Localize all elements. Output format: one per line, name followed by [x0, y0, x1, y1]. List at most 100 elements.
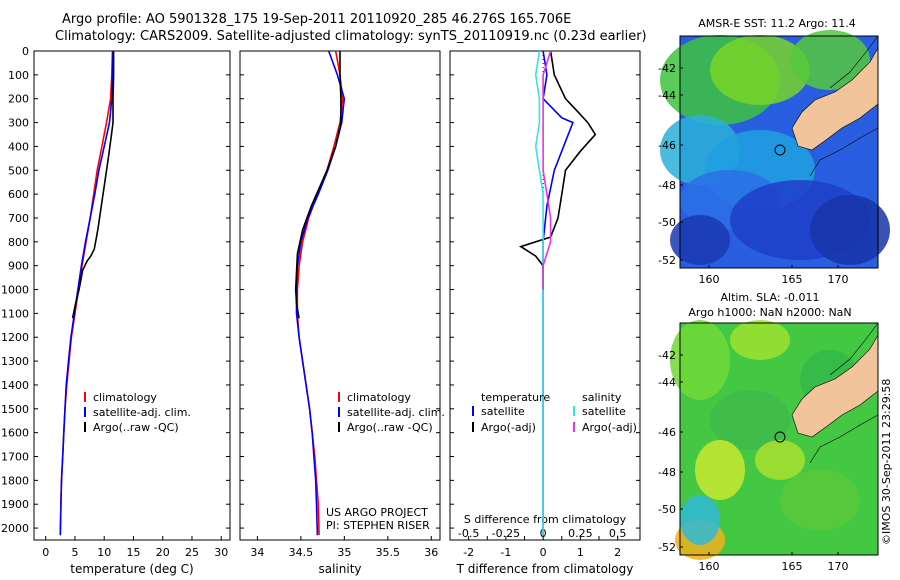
argo-float-location [774, 431, 786, 443]
legend-swatch [84, 392, 86, 402]
map-lat-label: -48 [658, 466, 676, 479]
legend-swatch [338, 422, 340, 432]
y-tick-label: 200 [8, 93, 29, 106]
map-lat-label: -46 [658, 426, 676, 439]
y-tick-label: 300 [8, 117, 29, 130]
plot-frame-difference [449, 50, 641, 541]
credit-pi: PI: STEPHEN RISER [326, 519, 430, 532]
legend-label: satellite-adj. clim. [347, 406, 445, 419]
map-color-patch [755, 440, 805, 480]
map-frame [679, 35, 879, 269]
series-line-argo-adj- [542, 50, 552, 290]
x-tick-label: 25 [185, 546, 199, 559]
map-color-patch [780, 470, 860, 530]
map-lon-label: 165 [782, 560, 803, 573]
map-lon-label: 160 [699, 560, 720, 573]
legend-label: Argo(-adj) [481, 421, 536, 434]
y-tick-label: 800 [8, 236, 29, 249]
y-tick-label: 700 [8, 212, 29, 225]
x-axis-label: T difference from climatology [456, 562, 634, 576]
x-tick-label: 1 [577, 546, 584, 559]
y-tick-label: 500 [8, 164, 29, 177]
x-tick-label: 5 [71, 546, 78, 559]
series-line-argo-raw-qc- [294, 51, 342, 319]
x-tick-label: 34.5 [289, 546, 314, 559]
x-tick-label: 0 [540, 546, 547, 559]
legend-label: Argo(-adj) [582, 421, 637, 434]
legend-label: Argo(..raw -QC) [93, 421, 179, 434]
y-tick-label: 1700 [1, 451, 29, 464]
x-axis-label: temperature (deg C) [70, 562, 193, 576]
legend-swatch [573, 422, 575, 432]
map-lat-label: -46 [658, 139, 676, 152]
s-axis-label: S difference from climatology [464, 513, 627, 526]
map-color-patch [790, 30, 870, 90]
x-tick-label: 15 [126, 546, 140, 559]
map-map-sla [670, 320, 879, 560]
map-map-sst [660, 30, 890, 269]
y-tick-label: 1500 [1, 403, 29, 416]
map-lat-label: -42 [658, 349, 676, 362]
map-lon-label: 160 [699, 273, 720, 286]
legend-header: temperature [481, 391, 550, 404]
x-tick-label: 36 [424, 546, 438, 559]
map-lat-label: -50 [658, 503, 676, 516]
x-tick-label: 2 [614, 546, 621, 559]
y-tick-label: 1000 [1, 284, 29, 297]
figure-title-line1: Argo profile: AO 5901328_175 19-Sep-2011… [62, 12, 572, 27]
legend-header: salinity [582, 391, 622, 404]
map-frame [679, 322, 879, 556]
legend-swatch [472, 406, 474, 416]
x-tick-label: -1 [500, 546, 511, 559]
legend-swatch [338, 407, 340, 417]
s-tick-label: 0.25 [568, 527, 593, 540]
coastline-contour [829, 35, 879, 89]
x-tick-label: 35.5 [376, 546, 401, 559]
legend-label: Argo(..raw -QC) [347, 421, 433, 434]
y-tick-label: 1900 [1, 498, 29, 511]
x-tick-label: 35 [337, 546, 351, 559]
x-axis-label: salinity [318, 562, 361, 576]
argo-float-location [774, 144, 786, 156]
s-tick-label: 0.5 [609, 527, 627, 540]
credit-project: US ARGO PROJECT [326, 506, 428, 519]
s-tick-label: -0.5 [458, 527, 479, 540]
map-sst-title: AMSR-E SST: 11.2 Argo: 11.4 [698, 17, 856, 30]
map-lon-label: 165 [782, 273, 803, 286]
coastline-contour [809, 414, 879, 464]
y-tick-label: 1100 [1, 307, 29, 320]
map-lon-label: 170 [828, 560, 849, 573]
x-tick-label: -2 [463, 546, 474, 559]
map-color-patch [730, 320, 790, 360]
y-tick-label: 2000 [1, 522, 29, 535]
land-new-zealand [791, 333, 879, 438]
figure-title-line2: Climatology: CARS2009. Satellite-adjuste… [55, 29, 647, 44]
map-lon-label: 170 [828, 273, 849, 286]
map-color-patch [710, 390, 790, 450]
legend-label: climatology [347, 391, 411, 404]
s-tick-label: -0.25 [492, 527, 520, 540]
coastline-contour [809, 127, 879, 177]
legend-swatch [84, 422, 86, 432]
map-color-patch [695, 440, 745, 500]
map-lat-label: -44 [658, 376, 676, 389]
y-tick-label: 900 [8, 260, 29, 273]
plot-frame-temperature [33, 50, 231, 541]
y-tick-label: 1400 [1, 379, 29, 392]
y-tick-label: 1600 [1, 427, 29, 440]
legend-swatch [573, 406, 575, 416]
legend-label: climatology [93, 391, 157, 404]
map-color-patch [680, 495, 720, 545]
map-sla-subtitle: Argo h1000: NaN h2000: NaN [688, 306, 851, 319]
series-line-argo-raw-qc- [71, 51, 115, 319]
imos-timestamp: ©IMOS 30-Sep-2011 23:29:58 [880, 378, 893, 545]
map-lat-label: -52 [658, 541, 676, 554]
y-tick-label: 100 [8, 69, 29, 82]
map-color-patch [670, 320, 730, 400]
legend-swatch [338, 392, 340, 402]
map-color-patch [810, 195, 890, 265]
x-tick-label: 34 [250, 546, 264, 559]
series-line-satellite [534, 50, 544, 536]
y-tick-label: 400 [8, 140, 29, 153]
